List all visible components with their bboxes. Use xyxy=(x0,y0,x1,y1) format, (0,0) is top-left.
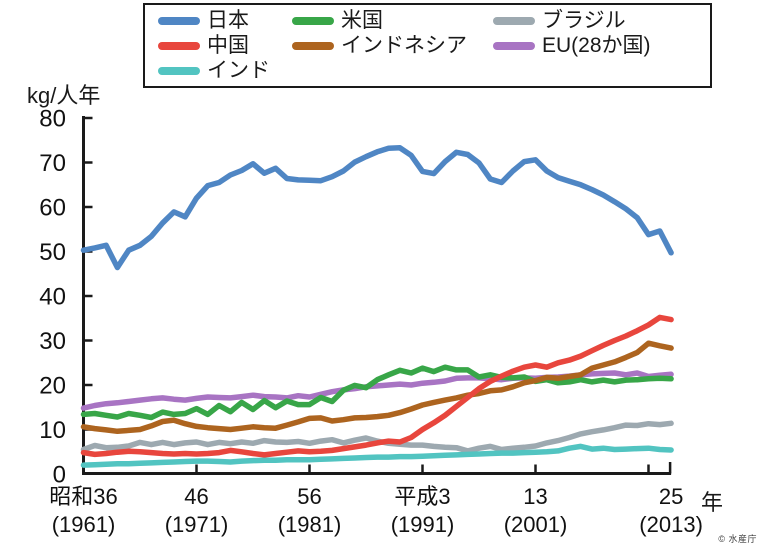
x-label-year-1971: (1971) xyxy=(165,512,229,537)
x-label-era-1981: 56 xyxy=(297,484,321,509)
y-tick-label-60: 60 xyxy=(39,195,66,222)
legend-label-indonesia: インドネシア xyxy=(341,34,467,57)
legend-label-india: インド xyxy=(207,59,270,82)
indonesia-line xyxy=(80,340,674,435)
legend-item-china: 中国 xyxy=(158,33,292,58)
x-label-era-1961: 昭和36 xyxy=(49,484,117,509)
legend-swatch-eu xyxy=(493,41,535,50)
legend-label-japan: 日本 xyxy=(207,9,249,32)
y-tick-label-10: 10 xyxy=(39,417,66,444)
legend-swatch-japan xyxy=(158,16,200,25)
legend-item-eu: EU(28か国) xyxy=(493,33,710,58)
x-axis-unit-label: 年 xyxy=(701,490,724,515)
legend-item-indonesia: インドネシア xyxy=(292,33,493,58)
y-tick-label-0: 0 xyxy=(53,462,66,489)
x-label-year-1961: (1961) xyxy=(52,512,116,537)
axes xyxy=(82,116,672,475)
japan-line xyxy=(80,145,674,271)
y-tick-label-20: 20 xyxy=(39,373,66,400)
x-label-era-2013: 25 xyxy=(659,484,683,509)
legend-label-eu: EU(28か国) xyxy=(542,34,651,57)
copyright-credit: © 水産庁 xyxy=(718,534,757,544)
legend-swatch-china xyxy=(158,41,200,50)
y-tick-label-30: 30 xyxy=(39,328,66,355)
legend-swatch-brazil xyxy=(493,16,535,25)
x-label-era-1991: 平成3 xyxy=(394,484,450,509)
x-label-era-2001: 13 xyxy=(523,484,547,509)
legend-label-china: 中国 xyxy=(207,34,249,57)
legend-swatch-usa xyxy=(292,16,334,25)
x-label-year-1991: (1991) xyxy=(391,512,455,537)
usa-line xyxy=(80,364,674,421)
china-line xyxy=(80,314,674,458)
legend-swatch-indonesia xyxy=(292,41,334,50)
x-label-year-2013: (2013) xyxy=(639,512,703,537)
legend-item-usa: 米国 xyxy=(292,8,493,33)
x-label-year-1981: (1981) xyxy=(278,512,342,537)
legend-item-brazil: ブラジル xyxy=(493,8,710,33)
y-tick-label-80: 80 xyxy=(39,106,66,133)
x-label-year-2001: (2001) xyxy=(504,512,568,537)
y-tick-label-40: 40 xyxy=(39,284,66,311)
legend-item-japan: 日本 xyxy=(158,8,292,33)
x-label-era-1971: 46 xyxy=(184,484,208,509)
legend-label-brazil: ブラジル xyxy=(542,9,626,32)
legend-item-india: インド xyxy=(158,58,292,83)
india-line xyxy=(80,443,674,468)
y-axis-unit-label: kg/人年 xyxy=(27,83,101,108)
legend-swatch-india xyxy=(158,66,200,75)
y-tick-label-50: 50 xyxy=(39,239,66,266)
legend-label-usa: 米国 xyxy=(341,9,383,32)
y-tick-label-70: 70 xyxy=(39,150,66,177)
legend: 日本 米国 ブラジル中国 インドネシア EU(28か国) インド xyxy=(143,3,712,88)
